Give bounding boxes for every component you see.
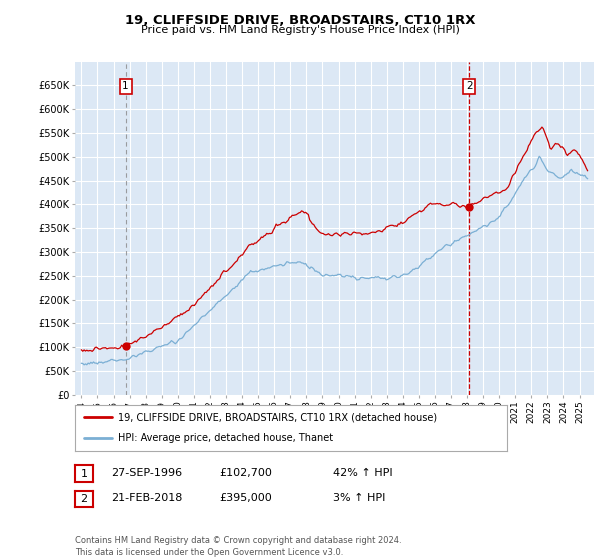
Text: 3% ↑ HPI: 3% ↑ HPI: [333, 493, 385, 503]
Text: 2: 2: [466, 81, 472, 91]
Text: £395,000: £395,000: [219, 493, 272, 503]
Text: 19, CLIFFSIDE DRIVE, BROADSTAIRS, CT10 1RX: 19, CLIFFSIDE DRIVE, BROADSTAIRS, CT10 1…: [125, 14, 475, 27]
Text: 1: 1: [80, 469, 88, 479]
Text: 21-FEB-2018: 21-FEB-2018: [111, 493, 182, 503]
Text: £102,700: £102,700: [219, 468, 272, 478]
Text: Contains HM Land Registry data © Crown copyright and database right 2024.
This d: Contains HM Land Registry data © Crown c…: [75, 536, 401, 557]
Text: 1: 1: [122, 81, 129, 91]
Text: Price paid vs. HM Land Registry's House Price Index (HPI): Price paid vs. HM Land Registry's House …: [140, 25, 460, 35]
Text: 42% ↑ HPI: 42% ↑ HPI: [333, 468, 392, 478]
Text: 27-SEP-1996: 27-SEP-1996: [111, 468, 182, 478]
Text: HPI: Average price, detached house, Thanet: HPI: Average price, detached house, Than…: [118, 433, 334, 444]
Text: 19, CLIFFSIDE DRIVE, BROADSTAIRS, CT10 1RX (detached house): 19, CLIFFSIDE DRIVE, BROADSTAIRS, CT10 1…: [118, 412, 437, 422]
Text: 2: 2: [80, 494, 88, 504]
